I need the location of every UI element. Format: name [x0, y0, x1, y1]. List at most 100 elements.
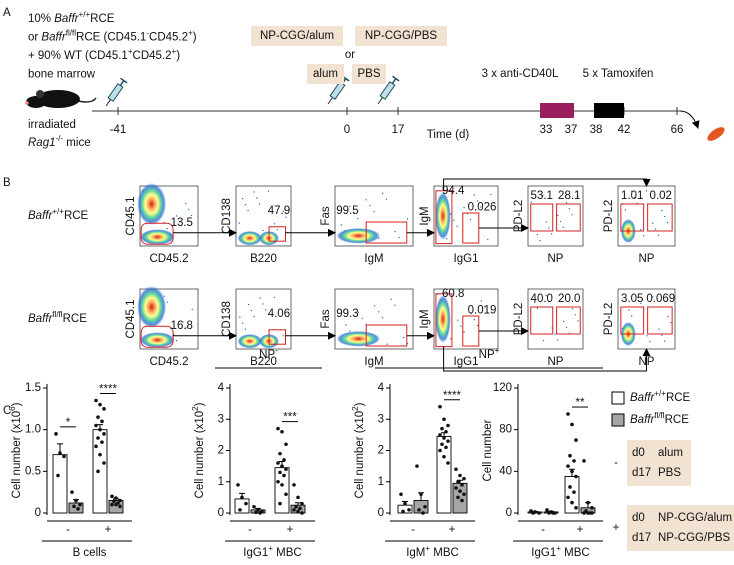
y-axis-label: CD45.1	[125, 300, 137, 339]
data-point	[446, 439, 450, 443]
event-dot	[545, 294, 547, 297]
data-point	[54, 432, 58, 436]
syringe-barrel	[107, 83, 124, 102]
gating-arrow	[443, 178, 651, 191]
y-axis-label: Cell number (x102)	[351, 402, 366, 498]
event-dot	[262, 229, 264, 232]
text-part: +/+	[79, 10, 91, 19]
text-part: Cell number (x10	[194, 411, 206, 499]
data-point	[94, 423, 98, 428]
event-dot	[640, 229, 642, 231]
event-dot	[166, 301, 168, 303]
data-point	[102, 407, 106, 411]
event-dot	[554, 333, 556, 335]
gate	[620, 203, 645, 232]
syringe-icon	[105, 77, 128, 107]
event-dot	[258, 203, 261, 205]
gate-value: 28.1	[558, 190, 580, 202]
data-point	[118, 498, 122, 503]
event-dot	[670, 321, 672, 324]
syringe-handle	[120, 77, 128, 84]
condition-text: d17	[632, 467, 651, 479]
text-part: mice	[63, 137, 90, 149]
event-dot	[628, 309, 630, 311]
immunization-box	[251, 26, 343, 46]
event-dot	[563, 320, 565, 323]
gate	[556, 306, 581, 335]
event-dot	[373, 211, 375, 213]
data-point	[440, 426, 444, 431]
data-point	[296, 509, 300, 514]
x-axis-label: IgG1	[454, 253, 479, 265]
gate	[530, 203, 554, 232]
condition-text: d0	[632, 447, 645, 459]
mouse-tail	[77, 97, 97, 103]
event-dot	[530, 201, 532, 203]
data-point	[94, 444, 98, 449]
event-dot	[652, 296, 654, 298]
y-axis-label: PD-L2	[513, 303, 525, 336]
y-axis-label: CD138	[221, 301, 233, 337]
y-tick-label: 1.5	[25, 382, 41, 394]
data-point	[572, 459, 576, 463]
y-tick-label: 0	[506, 507, 512, 519]
condition-box	[627, 440, 691, 486]
day-label: 38	[590, 124, 603, 136]
event-dot	[565, 202, 568, 204]
data-point	[284, 492, 288, 497]
event-dot	[394, 230, 396, 233]
event-dot	[365, 199, 367, 201]
gate-value: 94.4	[442, 185, 465, 197]
data-point	[442, 454, 446, 459]
data-point	[102, 461, 106, 465]
gating-arrow	[443, 346, 651, 372]
text-part: RCE	[63, 313, 88, 325]
event-dot	[353, 211, 355, 214]
event-dot	[239, 316, 241, 318]
bar	[52, 454, 68, 514]
mouse-head	[26, 96, 46, 108]
text-part: IgG1	[243, 547, 268, 559]
data-point	[574, 505, 578, 510]
event-dot	[406, 218, 409, 220]
event-dot	[666, 221, 669, 224]
gate	[268, 329, 286, 345]
text-part: fl/fl	[66, 28, 76, 37]
gate	[140, 325, 174, 348]
event-dot	[657, 234, 660, 236]
y-axis-label: CD45.1	[125, 197, 137, 236]
x-axis-label: B220	[250, 356, 277, 368]
density-blob	[435, 192, 451, 240]
event-dot	[244, 203, 247, 206]
text-part: Baffr	[630, 414, 655, 426]
event-dot	[273, 223, 276, 225]
legend-label: Baffr+/+RCE	[630, 389, 691, 404]
text-part: -/-	[56, 134, 64, 143]
data-point	[280, 429, 284, 434]
y-axis-label: Cell number (x106)	[8, 402, 23, 498]
bar	[234, 498, 250, 514]
density-blob	[137, 286, 167, 328]
gate-value: 53.1	[531, 190, 553, 202]
event-dot	[557, 214, 559, 217]
syringe-needle	[105, 99, 111, 107]
text-part: 10%	[28, 13, 54, 25]
x-tick-label: +	[287, 524, 294, 536]
y-tick-label: 3	[378, 413, 384, 425]
event-dot	[188, 208, 190, 211]
significance-label: **	[576, 397, 585, 409]
event-dot	[381, 192, 384, 194]
event-dot	[652, 222, 654, 224]
event-dot	[640, 302, 642, 305]
control-label: alum	[313, 68, 338, 80]
text-part: Baffr	[41, 32, 66, 44]
event-dot	[642, 235, 645, 237]
mouse-ear	[36, 90, 44, 98]
event-dot	[469, 218, 472, 221]
day-label: 17	[392, 124, 405, 136]
event-dot	[259, 297, 261, 299]
syringe-plunger	[391, 78, 397, 84]
data-point	[582, 511, 586, 515]
event-dot	[661, 334, 663, 336]
